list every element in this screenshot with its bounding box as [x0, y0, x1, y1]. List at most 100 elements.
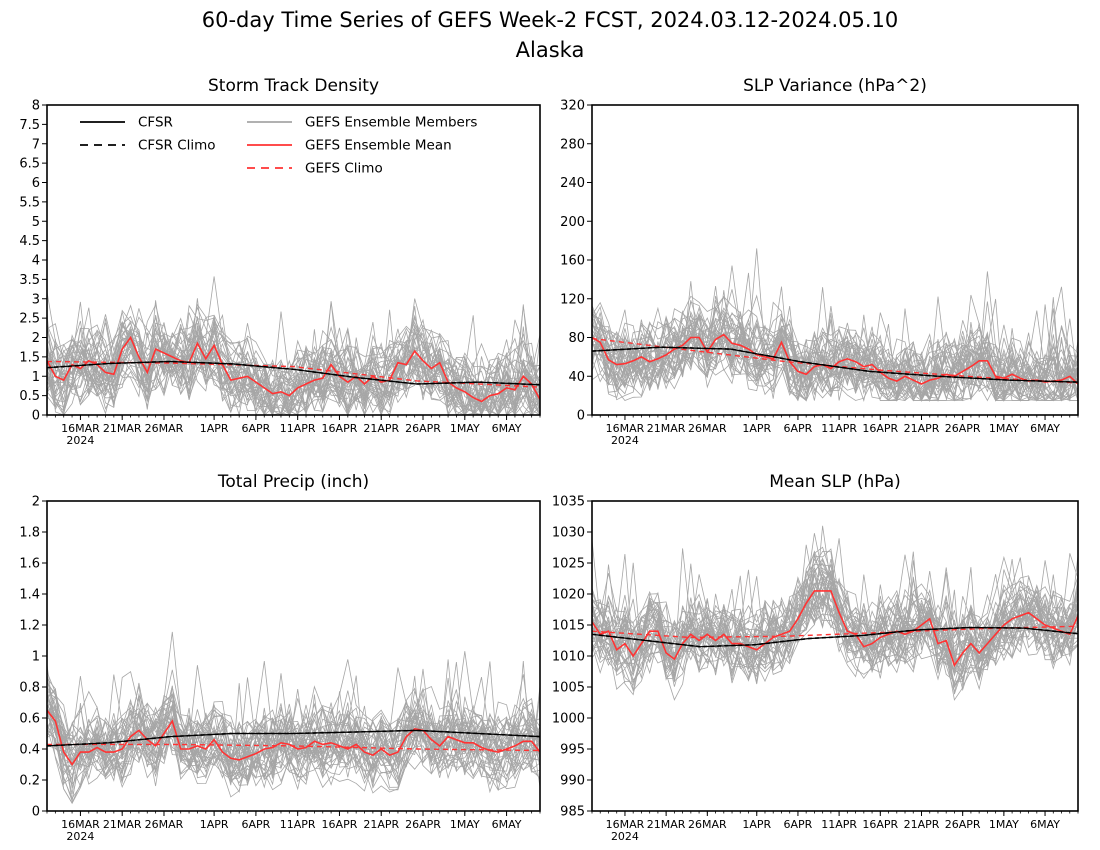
- x-tick-label: 1MAY: [989, 818, 1019, 831]
- ensemble-members: [47, 631, 540, 805]
- ensemble-member-line: [592, 290, 1078, 402]
- ensemble-member-line: [47, 706, 540, 787]
- y-tick-label: 7.5: [19, 118, 40, 133]
- x-tick-label: 21APR: [904, 422, 940, 435]
- x-tick-label: 16MAR: [606, 818, 645, 831]
- y-tick-label: 3.5: [19, 273, 40, 288]
- ensemble-member-line: [592, 574, 1078, 686]
- figure-title: 60-day Time Series of GEFS Week-2 FCST, …: [202, 8, 899, 32]
- ensemble-member-line: [592, 340, 1078, 402]
- ensemble-member-line: [592, 281, 1078, 403]
- y-tick-label: 995: [560, 743, 585, 758]
- legend-label: GEFS Ensemble Members: [305, 115, 477, 131]
- series-line: [592, 626, 1078, 648]
- ensemble-member-line: [592, 296, 1078, 402]
- y-tick-label: 0: [577, 409, 585, 424]
- panel-title: Storm Track Density: [208, 76, 379, 96]
- y-tick-label: 1015: [552, 619, 585, 634]
- x-tick-label: 21MAR: [647, 818, 686, 831]
- y-tick-label: 3: [32, 292, 40, 307]
- x-tick-label: 6MAY: [1030, 818, 1060, 831]
- y-tick-label: 2: [32, 495, 40, 510]
- x-tick-label: 1MAY: [450, 818, 480, 831]
- panel-title: SLP Variance (hPa^2): [743, 76, 927, 96]
- y-tick-label: 1010: [552, 650, 585, 665]
- ensemble-member-line: [47, 675, 540, 805]
- ensemble-member-line: [47, 661, 540, 766]
- ensemble-member-line: [47, 304, 540, 402]
- y-tick-label: 120: [560, 292, 585, 307]
- y-tick-label: 4: [32, 254, 40, 269]
- y-tick-label: 1.2: [19, 619, 40, 634]
- y-tick-label: 6.5: [19, 157, 40, 172]
- y-tick-label: 1025: [552, 557, 585, 572]
- x-year-label: 2024: [66, 434, 94, 447]
- y-tick-label: 1020: [552, 588, 585, 603]
- chart-panel-2: SLP Variance (hPa^2) 0 40 80 120 160 200 240 280…: [560, 76, 1079, 447]
- x-tick-label: 26APR: [945, 422, 981, 435]
- y-tick-label: 1.5: [19, 350, 40, 365]
- legend-label: CFSR: [138, 115, 173, 131]
- series-line: [47, 729, 540, 747]
- y-tick-label: 0: [32, 805, 40, 820]
- chart-panel-4: Mean SLP (hPa) 985 990 995 1000 1005 1010 1015 1…: [552, 472, 1079, 843]
- x-tick-label: 1APR: [742, 818, 771, 831]
- x-tick-label: 21MAR: [103, 422, 142, 435]
- y-tick-label: 2.5: [19, 312, 40, 327]
- ensemble-member-line: [592, 337, 1078, 402]
- y-tick-label: 2: [32, 331, 40, 346]
- y-tick-label: 7: [32, 137, 40, 152]
- y-tick-label: 40: [568, 370, 585, 385]
- x-year-label: 2024: [66, 830, 94, 843]
- y-tick-label: 8: [32, 99, 40, 114]
- x-tick-label: 11APR: [280, 422, 316, 435]
- y-tick-label: 320: [560, 99, 585, 114]
- legend-label: GEFS Climo: [305, 161, 383, 177]
- y-tick-label: 1.8: [19, 526, 40, 541]
- y-tick-label: 0.5: [19, 389, 40, 404]
- x-tick-label: 11APR: [821, 422, 857, 435]
- series-line: [47, 743, 540, 752]
- legend-label: GEFS Ensemble Mean: [305, 138, 452, 154]
- x-tick-label: 26APR: [405, 422, 441, 435]
- x-tick-label: 21APR: [904, 818, 940, 831]
- ensemble-member-line: [47, 696, 540, 801]
- ensemble-member-line: [47, 694, 540, 789]
- x-tick-label: 26APR: [945, 818, 981, 831]
- ensemble-members: [592, 525, 1078, 701]
- x-tick-label: 26MAR: [145, 818, 184, 831]
- y-tick-label: 240: [560, 176, 585, 191]
- y-tick-label: 1.6: [19, 557, 40, 572]
- ensemble-member-line: [47, 315, 540, 409]
- y-tick-label: 0.2: [19, 774, 40, 789]
- ensemble-member-line: [592, 586, 1078, 689]
- x-tick-label: 16APR: [322, 818, 358, 831]
- ensemble-member-line: [592, 538, 1078, 663]
- x-tick-label: 16MAR: [61, 818, 100, 831]
- y-tick-label: 0.8: [19, 681, 40, 696]
- chart-panel-1: Storm Track Density 0 0.5 1 1.5 2 2.5 3 3.5 4 4.5 5…: [19, 76, 541, 447]
- chart-panel-3: Total Precip (inch) 0 0.2 0.4 0.6 0.8 1 1.2 1.4 1…: [19, 472, 541, 843]
- y-tick-label: 280: [560, 137, 585, 152]
- x-tick-label: 6MAY: [1030, 422, 1060, 435]
- x-tick-label: 1MAY: [989, 422, 1019, 435]
- y-tick-label: 160: [560, 254, 585, 269]
- x-tick-label: 6APR: [241, 422, 270, 435]
- x-tick-label: 21APR: [363, 422, 399, 435]
- series-line: [47, 709, 540, 766]
- y-tick-label: 0.4: [19, 743, 40, 758]
- y-tick-label: 1: [32, 370, 40, 385]
- y-tick-label: 1: [32, 650, 40, 665]
- series-line: [592, 333, 1078, 385]
- y-tick-label: 1.4: [19, 588, 40, 603]
- x-tick-label: 26MAR: [145, 422, 184, 435]
- y-tick-label: 80: [568, 331, 585, 346]
- ensemble-member-line: [592, 544, 1078, 662]
- x-tick-label: 16MAR: [606, 422, 645, 435]
- y-tick-label: 1000: [552, 712, 585, 727]
- x-tick-label: 16APR: [322, 422, 358, 435]
- ensemble-member-line: [47, 304, 540, 398]
- x-tick-label: 6APR: [241, 818, 270, 831]
- x-tick-label: 1APR: [200, 818, 229, 831]
- y-tick-label: 4.5: [19, 234, 40, 249]
